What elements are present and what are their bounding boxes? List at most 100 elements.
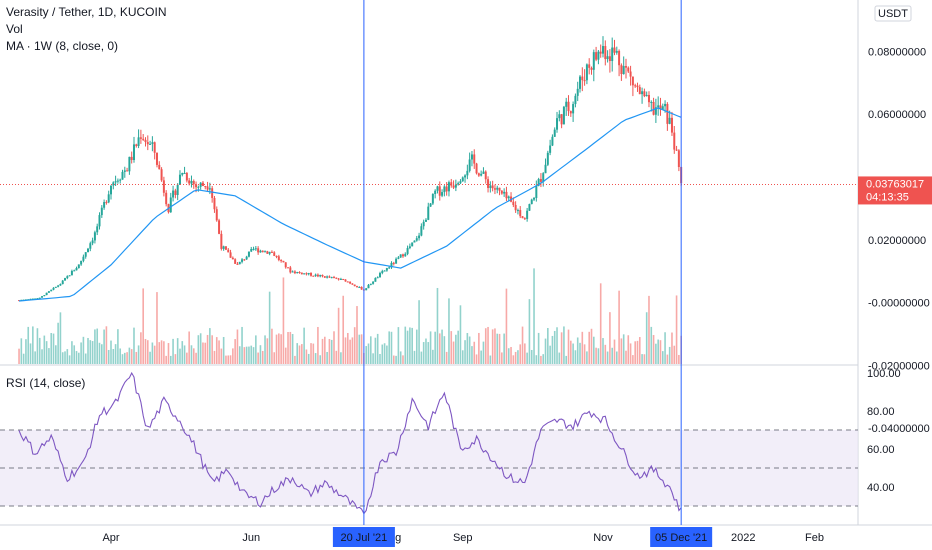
volume-bar (650, 326, 653, 364)
volume-bar (641, 354, 643, 364)
candle-body (413, 240, 416, 243)
candle-body (475, 163, 478, 174)
price-tick-label: 0.08000000 (868, 46, 926, 58)
volume-bar (567, 329, 570, 364)
candle-body (211, 188, 214, 198)
volume-bar (319, 355, 322, 364)
volume-bar (429, 331, 432, 364)
candle-body (521, 216, 524, 219)
candle-body (643, 91, 646, 97)
volume-bar (119, 348, 121, 364)
candle-body (349, 281, 352, 284)
candle-body (636, 85, 639, 88)
candle-body (155, 152, 158, 165)
candle-body (199, 182, 202, 187)
rsi-tick-label: 100.00 (867, 368, 901, 380)
volume-bar (376, 333, 379, 364)
candle-body (38, 297, 41, 299)
candle-body (576, 88, 579, 96)
candle-body (390, 262, 393, 268)
volume-bar (671, 332, 673, 364)
candle-body (52, 287, 55, 290)
volume-bar (211, 335, 213, 364)
volume-bar (551, 335, 554, 364)
volume-bar (372, 353, 374, 364)
candle-body (526, 210, 529, 219)
candle-body (661, 106, 664, 110)
candle-body (238, 261, 241, 265)
candle-body (487, 179, 490, 189)
candle-body (615, 50, 618, 53)
candle-body (415, 238, 418, 241)
volume-bar (356, 306, 358, 364)
rsi-tick-label: 80.00 (867, 406, 895, 418)
candle-body (675, 149, 678, 151)
volume-bar (540, 355, 542, 364)
candle-body (659, 105, 662, 110)
candle-body (411, 242, 414, 247)
candle-body (114, 181, 117, 183)
candle-body (602, 46, 604, 54)
candle-body (107, 194, 110, 203)
candle-body (392, 262, 395, 264)
volume-bar (123, 352, 126, 364)
volume-bar (144, 338, 147, 364)
candle-body (321, 274, 324, 277)
candle-body (381, 271, 384, 274)
candle-body (126, 170, 129, 172)
volume-bar (542, 354, 545, 364)
candle-body (539, 179, 542, 182)
candle-body (436, 186, 439, 191)
volume-bar (593, 336, 595, 364)
time-tick-label: 2022 (731, 532, 755, 544)
candle-body (183, 172, 186, 174)
volume-bar (25, 339, 27, 364)
volume-bar (167, 343, 170, 364)
candle-body (77, 264, 80, 268)
time-tick-label: Sep (453, 532, 473, 544)
candle-body (342, 278, 345, 280)
volume-bar (22, 353, 25, 364)
price-tick-label: -0.02000000 (868, 360, 930, 372)
volume-layer (18, 268, 682, 364)
volume-bar (80, 342, 82, 364)
candle-body (399, 254, 402, 258)
volume-bar (558, 352, 561, 364)
volume-bar (448, 298, 450, 364)
candle-body (597, 51, 600, 60)
volume-bar (432, 349, 434, 364)
candle-body (588, 64, 591, 68)
volume-bar (459, 305, 462, 364)
volume-bar (464, 340, 466, 364)
volume-bar (27, 326, 30, 364)
volume-bar (298, 345, 301, 364)
volume-bar (18, 348, 20, 364)
candle-body (567, 101, 570, 112)
candle-body (404, 253, 407, 257)
candle-body (470, 154, 473, 160)
volume-bar (284, 347, 287, 364)
candle-body (401, 254, 404, 257)
candle-body (346, 281, 349, 283)
candle-body (530, 199, 533, 205)
volume-bar (197, 335, 200, 364)
candle-body (284, 262, 287, 268)
volume-bar (107, 349, 110, 364)
candle-body (197, 186, 200, 188)
candle-body (160, 169, 163, 181)
candle-body (535, 185, 538, 198)
volume-bar (498, 333, 501, 364)
volume-bar (510, 346, 512, 364)
volume-bar (218, 340, 220, 364)
volume-bar (43, 335, 46, 364)
rsi-line (18, 371, 682, 515)
volume-bar (526, 352, 528, 364)
volume-bar (344, 337, 347, 364)
marker-date-label: 05 Dec '21 (650, 527, 713, 547)
volume-bar (264, 335, 266, 364)
candle-body (631, 76, 634, 86)
volume-bar (59, 312, 62, 364)
volume-bar (383, 343, 386, 364)
candle-body (224, 246, 227, 250)
